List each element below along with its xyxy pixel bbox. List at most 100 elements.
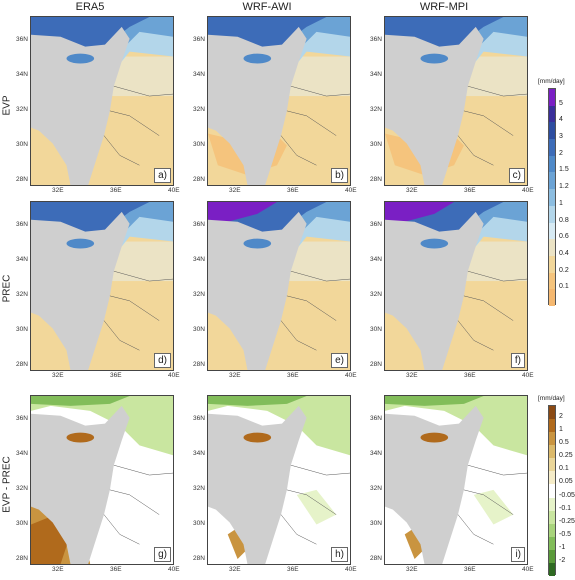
colorbar-label: 0.05 [559, 478, 573, 486]
colorbar-cell [549, 289, 555, 307]
panel-label: i) [511, 547, 525, 562]
colorbar-cell [549, 510, 555, 525]
colorbar-cell [549, 419, 555, 433]
x-tick-label: 40E [522, 566, 534, 573]
column-title-wrf-awi: WRF-AWI [242, 1, 292, 13]
colorbar-label: 0.8 [559, 216, 569, 224]
colorbar-cell [549, 122, 555, 140]
colorbar-cell [549, 139, 555, 157]
y-tick-label: 36N [16, 415, 28, 422]
y-tick-label: 32N [16, 485, 28, 492]
panel-label: g) [154, 547, 171, 562]
y-tick-label: 36N [193, 36, 205, 43]
x-tick-label: 40E [168, 566, 180, 573]
x-tick-label: 36E [287, 372, 299, 379]
y-tick-label: 30N [370, 326, 382, 333]
map-panel-6: f) [384, 201, 528, 371]
y-tick-label: 34N [193, 71, 205, 78]
y-tick-label: 32N [370, 291, 382, 298]
colorbar-label: 2 [559, 413, 563, 421]
colorbar-cell [549, 189, 555, 207]
y-tick-label: 28N [193, 555, 205, 562]
row-title-evp-minus-prec: EVP - PREC [1, 456, 13, 513]
y-tick-label: 30N [193, 520, 205, 527]
x-tick-label: 40E [168, 372, 180, 379]
y-tick-label: 30N [193, 326, 205, 333]
x-tick-label: 32E [229, 187, 241, 194]
colorbar-cell [549, 432, 555, 446]
panel-label: f) [510, 353, 525, 368]
map-panel-3: c) [384, 16, 528, 186]
y-tick-label: 28N [16, 176, 28, 183]
y-tick-label: 36N [16, 36, 28, 43]
colorbar-label: 1 [559, 426, 563, 434]
colorbar-cell [549, 239, 555, 257]
colorbar-label: 0.1 [559, 283, 569, 291]
x-tick-label: 40E [522, 372, 534, 379]
colorbar-cell [549, 222, 555, 240]
colorbar-cell [549, 406, 555, 420]
y-tick-label: 36N [16, 221, 28, 228]
y-tick-label: 34N [16, 450, 28, 457]
colorbar-cell [549, 172, 555, 190]
colorbar-label: 0.2 [559, 266, 569, 274]
x-tick-label: 32E [406, 187, 418, 194]
x-tick-label: 36E [110, 187, 122, 194]
map-panel-4: d) [30, 201, 174, 371]
y-tick-label: 32N [193, 291, 205, 298]
y-tick-label: 34N [16, 71, 28, 78]
y-tick-label: 34N [370, 256, 382, 263]
colorbar-cell [549, 155, 555, 173]
y-tick-label: 32N [193, 106, 205, 113]
y-tick-label: 32N [16, 106, 28, 113]
panel-label: h) [331, 547, 348, 562]
y-tick-label: 36N [193, 415, 205, 422]
y-tick-label: 28N [370, 176, 382, 183]
y-tick-label: 32N [193, 485, 205, 492]
colorbar-cell [549, 471, 555, 485]
map-panel-8: h) [207, 395, 351, 565]
y-tick-label: 30N [16, 141, 28, 148]
colorbar-label: 0.5 [559, 439, 569, 447]
map-panel-2: b) [207, 16, 351, 186]
colorbar-cell [549, 89, 555, 107]
colorbar-label: 0.4 [559, 249, 569, 257]
y-tick-label: 28N [16, 555, 28, 562]
map-panel-5: e) [207, 201, 351, 371]
colorbar-cell [549, 562, 555, 577]
x-tick-label: 40E [345, 566, 357, 573]
colorbar-label: -0.5 [559, 530, 572, 538]
colorbar-label: -0.25 [559, 517, 575, 525]
y-tick-label: 28N [193, 176, 205, 183]
colorbar-label: 4 [559, 116, 563, 124]
row-title-evp: EVP [1, 95, 13, 116]
colorbar-label: 0.1 [559, 465, 569, 473]
colorbar-cell [549, 549, 555, 564]
x-tick-label: 32E [52, 372, 64, 379]
y-tick-label: 36N [193, 221, 205, 228]
colorbar-cell [549, 105, 555, 123]
x-tick-label: 36E [110, 372, 122, 379]
panel-label: c) [508, 168, 525, 183]
colorbar-bottom [548, 405, 556, 577]
panel-label: a) [154, 168, 171, 183]
y-tick-label: 32N [370, 485, 382, 492]
colorbar-top [548, 88, 556, 307]
y-tick-label: 30N [16, 326, 28, 333]
x-tick-label: 32E [406, 372, 418, 379]
x-tick-label: 36E [464, 566, 476, 573]
colorbar-cell [549, 523, 555, 538]
colorbar-label: -1 [559, 543, 566, 551]
colorbar-cell [549, 255, 555, 274]
x-tick-label: 32E [52, 187, 64, 194]
x-tick-label: 36E [464, 372, 476, 379]
colorbar-label: 2 [559, 149, 563, 157]
x-tick-label: 40E [345, 187, 357, 194]
y-tick-label: 36N [370, 415, 382, 422]
y-tick-label: 34N [193, 256, 205, 263]
y-tick-label: 34N [370, 71, 382, 78]
y-tick-label: 36N [370, 221, 382, 228]
colorbar-label: 3 [559, 133, 563, 141]
map-panel-7: g) [30, 395, 174, 565]
y-tick-label: 30N [193, 141, 205, 148]
